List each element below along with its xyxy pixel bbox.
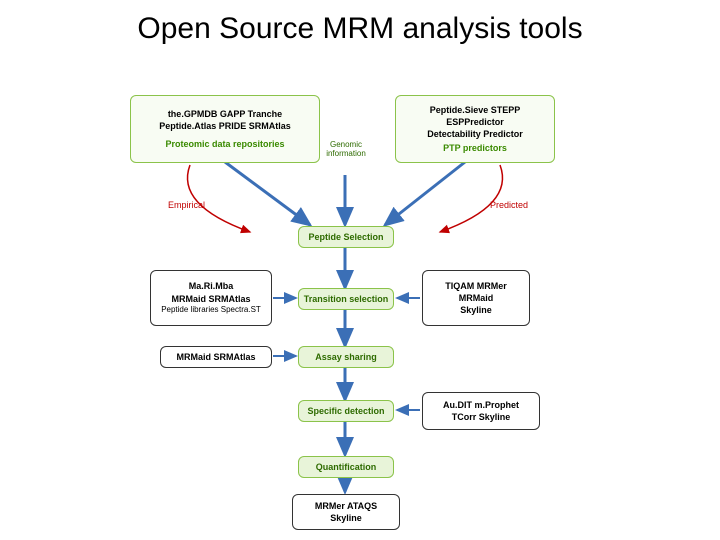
rt-line1: TIQAM MRMer <box>445 280 507 292</box>
specific-detection-node: Specific detection <box>298 400 394 422</box>
ptp-line2: ESPPredictor <box>446 116 504 128</box>
quantification-node: Quantification <box>298 456 394 478</box>
lt-line2: MRMaid SRMAtlas <box>171 293 250 305</box>
ptp-caption: PTP predictors <box>443 142 507 154</box>
genomic-info-label: Genomic information <box>320 140 372 158</box>
proteomic-repos-box: the.GPMDB GAPP Tranche Peptide.Atlas PRI… <box>130 95 320 163</box>
assay-tools-text: MRMaid SRMAtlas <box>176 351 255 363</box>
predicted-label: Predicted <box>490 200 528 210</box>
dt-line1: Au.DIT m.Prophet <box>443 399 519 411</box>
assay-tools-box: MRMaid SRMAtlas <box>160 346 272 368</box>
lt-line1: Ma.Ri.Mba <box>189 280 234 292</box>
empirical-label: Empirical <box>168 200 205 210</box>
rt-line2: MRMaid <box>459 292 494 304</box>
qt-line2: Skyline <box>330 512 362 524</box>
qt-line1: MRMer ATAQS <box>315 500 377 512</box>
lt-line3: Peptide libraries Spectra.ST <box>161 305 261 316</box>
rt-line3: Skyline <box>460 304 492 316</box>
repos-line1: the.GPMDB GAPP Tranche <box>168 108 282 120</box>
repos-line2: Peptide.Atlas PRIDE SRMAtlas <box>159 120 291 132</box>
assay-sharing-node: Assay sharing <box>298 346 394 368</box>
quant-tools-box: MRMer ATAQS Skyline <box>292 494 400 530</box>
ptp-line3: Detectability Predictor <box>427 128 523 140</box>
repos-caption: Proteomic data repositories <box>165 138 284 150</box>
detection-tools-box: Au.DIT m.Prophet TCorr Skyline <box>422 392 540 430</box>
page-title: Open Source MRM analysis tools <box>0 12 720 46</box>
transition-selection-node: Transition selection <box>298 288 394 310</box>
left-transition-tools-box: Ma.Ri.Mba MRMaid SRMAtlas Peptide librar… <box>150 270 272 326</box>
ptp-predictors-box: Peptide.Sieve STEPP ESPPredictor Detecta… <box>395 95 555 163</box>
peptide-selection-node: Peptide Selection <box>298 226 394 248</box>
ptp-line1: Peptide.Sieve STEPP <box>430 104 521 116</box>
dt-line2: TCorr Skyline <box>452 411 511 423</box>
right-transition-tools-box: TIQAM MRMer MRMaid Skyline <box>422 270 530 326</box>
